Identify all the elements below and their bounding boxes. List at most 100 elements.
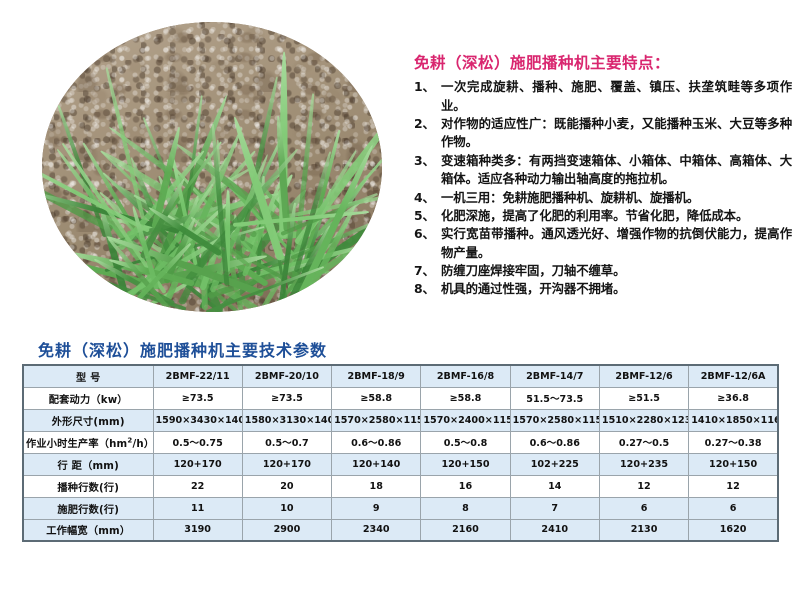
spec-table-container: 型 号 2BMF-22/11 2BMF-20/10 2BMF-18/9 2BMF-16/… <box>22 364 779 542</box>
features-list: 1、 一次完成旋耕、播种、施肥、覆盖、镇压、扶垄筑畦等多项作业。 2、 对作物的适应性… <box>414 78 792 298</box>
feature-number: 5、 <box>414 207 441 225</box>
feature-text: 机具的通过性强，开沟器不拥堵。 <box>441 280 792 298</box>
photo-oval-frame <box>42 22 382 312</box>
table-cell: 0.6～0.86 <box>332 431 421 453</box>
table-cell: 2340 <box>332 519 421 541</box>
wheat-blade <box>314 299 382 312</box>
features-title: 免耕（深松）施肥播种机主要特点： <box>414 54 792 73</box>
feature-text: 化肥深施，提高了化肥的利用率。节省化肥，降低成本。 <box>441 207 792 225</box>
feature-number: 3、 <box>414 152 441 189</box>
feature-text: 一次完成旋耕、播种、施肥、覆盖、镇压、扶垄筑畦等多项作业。 <box>441 78 792 115</box>
feature-item: 3、 变速箱种类多：有两挡变速箱体、小箱体、中箱体、高箱体、大箱体。适应各种动力输… <box>414 152 792 189</box>
table-cell: 11 <box>153 497 242 519</box>
table-col-header: 2BMF-12/6 <box>599 365 688 387</box>
table-cell: ≥36.8 <box>689 387 778 409</box>
table-cell: 12 <box>599 475 688 497</box>
table-row-label: 工作幅宽（mm） <box>23 519 153 541</box>
feature-item: 2、 对作物的适应性广：既能播种小麦，又能播种玉米、大豆等多种作物。 <box>414 115 792 152</box>
feature-number: 4、 <box>414 189 441 207</box>
table-row-label: 施肥行数(行) <box>23 497 153 519</box>
table-cell: 120+140 <box>332 453 421 475</box>
table-row: 外形尺寸(mm) 1590×3430×1400 1580×3130×1400 1570… <box>23 409 778 431</box>
feature-item: 6、 实行宽苗带播种。通风透光好、增强作物的抗倒伏能力，提高作物产量。 <box>414 225 792 262</box>
feature-item: 8、 机具的通过性强，开沟器不拥堵。 <box>414 280 792 298</box>
table-cell: 51.5～73.5 <box>510 387 599 409</box>
table-cell: 0.27～0.5 <box>599 431 688 453</box>
table-cell: 18 <box>332 475 421 497</box>
feature-item: 5、 化肥深施，提高了化肥的利用率。节省化肥，降低成本。 <box>414 207 792 225</box>
feature-item: 4、 一机三用：免耕施肥播种机、旋耕机、旋播机。 <box>414 189 792 207</box>
table-cell: 120+150 <box>421 453 510 475</box>
table-cell: 22 <box>153 475 242 497</box>
table-cell: 1580×3130×1400 <box>242 409 331 431</box>
table-row: 工作幅宽（mm） 3190 2900 2340 2160 2410 2130 1620 <box>23 519 778 541</box>
table-col-header: 2BMF-20/10 <box>242 365 331 387</box>
table-row-label: 配套动力（kw） <box>23 387 153 409</box>
table-cell: 6 <box>599 497 688 519</box>
wheat-seedlings <box>42 22 382 312</box>
feature-number: 8、 <box>414 280 441 298</box>
product-photo <box>42 22 382 312</box>
feature-item: 7、 防缠刀座焊接牢固，刀轴不缠草。 <box>414 262 792 280</box>
table-row-label: 型 号 <box>23 365 153 387</box>
feature-number: 6、 <box>414 225 441 262</box>
table-cell: 2160 <box>421 519 510 541</box>
table-row-label: 播种行数(行) <box>23 475 153 497</box>
table-cell: 9 <box>332 497 421 519</box>
table-row: 播种行数(行) 22 20 18 16 14 12 12 <box>23 475 778 497</box>
feature-text: 对作物的适应性广：既能播种小麦，又能播种玉米、大豆等多种作物。 <box>441 115 792 152</box>
table-cell: ≥51.5 <box>599 387 688 409</box>
table-cell: 2900 <box>242 519 331 541</box>
feature-text: 一机三用：免耕施肥播种机、旋耕机、旋播机。 <box>441 189 792 207</box>
table-cell: ≥58.8 <box>332 387 421 409</box>
table-cell: 120+170 <box>242 453 331 475</box>
table-cell: 20 <box>242 475 331 497</box>
table-row-label: 作业小时生产率（hm2/h） <box>23 431 153 453</box>
table-cell: 1620 <box>689 519 778 541</box>
table-row-label: 外形尺寸(mm) <box>23 409 153 431</box>
table-cell: 0.5～0.8 <box>421 431 510 453</box>
table-cell: 16 <box>421 475 510 497</box>
table-cell: 1570×2580×1150 <box>332 409 421 431</box>
table-cell: 3190 <box>153 519 242 541</box>
spec-table: 型 号 2BMF-22/11 2BMF-20/10 2BMF-18/9 2BMF-16/… <box>22 364 779 542</box>
table-row: 作业小时生产率（hm2/h） 0.5～0.75 0.5～0.7 0.6～0.86 0.5… <box>23 431 778 453</box>
table-col-header: 2BMF-14/7 <box>510 365 599 387</box>
table-col-header: 2BMF-12/6A <box>689 365 778 387</box>
table-cell: ≥73.5 <box>242 387 331 409</box>
table-cell: 6 <box>689 497 778 519</box>
table-cell: 102+225 <box>510 453 599 475</box>
table-cell: 120+170 <box>153 453 242 475</box>
spec-table-title: 免耕（深松）施肥播种机主要技术参数 <box>38 337 327 361</box>
table-cell: 8 <box>421 497 510 519</box>
page-root: 免耕（深松）施肥播种机主要特点： 1、 一次完成旋耕、播种、施肥、覆盖、镇压、扶垄… <box>0 0 800 600</box>
feature-number: 1、 <box>414 78 441 115</box>
table-cell: 0.5～0.75 <box>153 431 242 453</box>
table-cell: 1410×1850×1160 <box>689 409 778 431</box>
table-cell: 120+150 <box>689 453 778 475</box>
feature-number: 7、 <box>414 262 441 280</box>
feature-number: 2、 <box>414 115 441 152</box>
table-cell: 0.27～0.38 <box>689 431 778 453</box>
table-cell: 10 <box>242 497 331 519</box>
feature-text: 实行宽苗带播种。通风透光好、增强作物的抗倒伏能力，提高作物产量。 <box>441 225 792 262</box>
table-row-label: 行 距（mm) <box>23 453 153 475</box>
table-row: 施肥行数(行) 11 10 9 8 7 6 6 <box>23 497 778 519</box>
table-row: 行 距（mm) 120+170 120+170 120+140 120+150 102+2… <box>23 453 778 475</box>
table-row: 配套动力（kw） ≥73.5 ≥73.5 ≥58.8 ≥58.8 51.5～73.5 ≥51… <box>23 387 778 409</box>
table-col-header: 2BMF-22/11 <box>153 365 242 387</box>
table-cell: 12 <box>689 475 778 497</box>
table-cell: 1590×3430×1400 <box>153 409 242 431</box>
features-section: 免耕（深松）施肥播种机主要特点： 1、 一次完成旋耕、播种、施肥、覆盖、镇压、扶垄… <box>414 54 792 299</box>
table-col-header: 2BMF-16/8 <box>421 365 510 387</box>
table-cell: 1570×2400×1150 <box>421 409 510 431</box>
feature-item: 1、 一次完成旋耕、播种、施肥、覆盖、镇压、扶垄筑畦等多项作业。 <box>414 78 792 115</box>
feature-text: 防缠刀座焊接牢固，刀轴不缠草。 <box>441 262 792 280</box>
table-cell: ≥58.8 <box>421 387 510 409</box>
table-cell: 1570×2580×1150 <box>510 409 599 431</box>
table-cell: 120+235 <box>599 453 688 475</box>
feature-text: 变速箱种类多：有两挡变速箱体、小箱体、中箱体、高箱体、大箱体。适应各种动力输出轴… <box>441 152 792 189</box>
table-cell: 1510×2280×1230 <box>599 409 688 431</box>
table-cell: 0.5～0.7 <box>242 431 331 453</box>
table-cell: 7 <box>510 497 599 519</box>
